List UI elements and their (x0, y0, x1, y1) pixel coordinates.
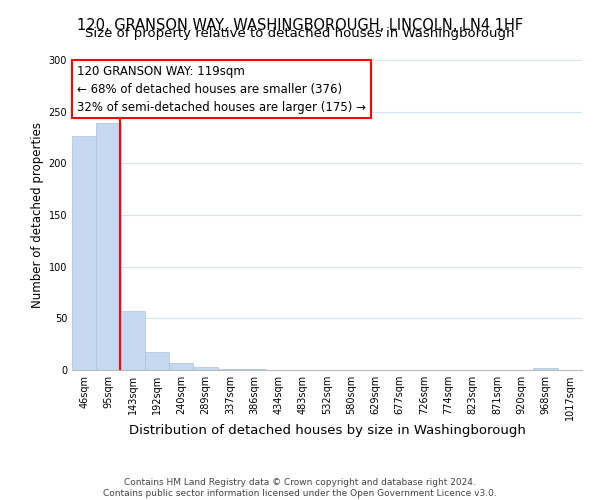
Bar (169, 363, 193, 370)
Bar (121, 311, 145, 370)
Bar (218, 369, 242, 370)
Bar (533, 368, 558, 370)
Bar (72, 136, 96, 370)
Bar (145, 352, 169, 370)
Bar (193, 367, 218, 370)
Text: 120 GRANSON WAY: 119sqm
← 68% of detached houses are smaller (376)
32% of semi-d: 120 GRANSON WAY: 119sqm ← 68% of detache… (77, 64, 366, 114)
X-axis label: Distribution of detached houses by size in Washingborough: Distribution of detached houses by size … (128, 424, 526, 438)
Bar (96, 123, 121, 370)
Bar (242, 369, 266, 370)
Text: Size of property relative to detached houses in Washingborough: Size of property relative to detached ho… (85, 28, 515, 40)
Text: Contains HM Land Registry data © Crown copyright and database right 2024.
Contai: Contains HM Land Registry data © Crown c… (103, 478, 497, 498)
Text: 120, GRANSON WAY, WASHINGBOROUGH, LINCOLN, LN4 1HF: 120, GRANSON WAY, WASHINGBOROUGH, LINCOL… (77, 18, 523, 32)
Y-axis label: Number of detached properties: Number of detached properties (31, 122, 44, 308)
